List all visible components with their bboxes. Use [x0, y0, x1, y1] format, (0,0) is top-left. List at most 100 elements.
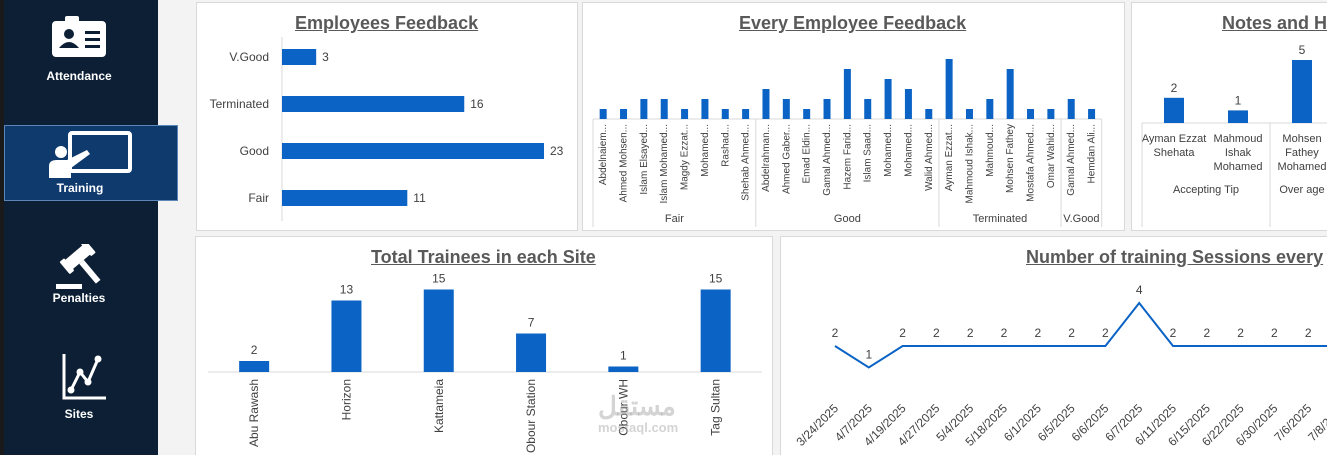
data-label: 4 [1136, 283, 1143, 297]
bar [660, 99, 668, 119]
sidebar-item-attendance[interactable]: Attendance [4, 0, 178, 83]
bar [843, 69, 851, 119]
bar [516, 333, 547, 372]
tick-label: Emad Eldin... [802, 124, 813, 183]
trainees-site-panel: Total Trainees in each Site 2 Abu Rawash 1… [195, 236, 773, 455]
bar [701, 99, 709, 119]
bar [762, 89, 770, 119]
tick-label: Abu Rawash [247, 379, 261, 447]
bar [721, 109, 729, 119]
sessions-chart: 23/24/202514/7/202524/19/202524/27/20252… [793, 283, 1327, 449]
id-card-icon [52, 16, 106, 57]
sidebar: Attendance Training Penalties [0, 0, 178, 455]
group-label: Terminated [973, 213, 1027, 225]
trainees-site-chart: 2 Abu Rawash 13 Horizon 15 Kattameia 7 Obour St… [208, 272, 762, 453]
sidebar-item-sites[interactable]: Sites [4, 350, 178, 426]
bar [1027, 109, 1035, 119]
tick-label: Mohamed... [883, 124, 894, 177]
bar [331, 300, 362, 372]
tick-label: Obour Station [524, 379, 538, 453]
bar [884, 79, 892, 119]
tick-label: Mahmoud [1214, 133, 1263, 145]
notes-panel: Notes and Ho 2 Ayman Ezzat Shehata 1 Mahmoud… [1131, 2, 1327, 231]
bar [282, 49, 317, 65]
sidebar-item-label: Penalties [52, 291, 106, 305]
tick-label: Ayman Ezzat [1142, 133, 1207, 145]
data-label: 13 [340, 283, 354, 297]
data-label: 2 [1237, 326, 1244, 340]
sidebar-item-label: Training [56, 181, 104, 195]
watermark: مستقل mostaql.com [598, 392, 678, 435]
watermark-latin: mostaql.com [598, 420, 679, 435]
bar [282, 96, 465, 112]
data-label: 2 [1271, 326, 1278, 340]
group-label: Good [834, 213, 861, 225]
chart-title: Number of training Sessions every [1026, 247, 1324, 267]
data-label: 2 [1001, 326, 1008, 340]
data-label: 2 [1068, 326, 1075, 340]
tick-label: Mohamed... [700, 124, 711, 177]
tick-label: Mostafa Ahmed... [1026, 124, 1037, 202]
tick-label: Rashad... [720, 124, 731, 167]
data-label: 5 [1299, 43, 1306, 57]
bar [904, 89, 912, 119]
bar [239, 361, 270, 372]
tick-label: Kattameia [432, 379, 446, 433]
tick-label: Mohamed... [903, 124, 914, 177]
tick-label: Mahmoud... [985, 124, 996, 177]
tick-label: Ahmed Mohsen... [619, 124, 630, 202]
bar [620, 109, 628, 119]
gavel-icon [56, 244, 101, 289]
bar [925, 109, 933, 119]
tick-label: Gamal Ahmed... [822, 124, 833, 196]
tick-label: Abdelrahman... [761, 124, 772, 192]
tick-label: Good [240, 144, 269, 158]
tick-label: Islam Mohamed... [659, 124, 670, 203]
sheet-gridstrip [0, 0, 4, 455]
bar [282, 143, 544, 159]
bar [1067, 99, 1075, 119]
bar [1228, 110, 1248, 123]
bar [1164, 97, 1184, 123]
data-label: 23 [550, 144, 564, 158]
data-label: 16 [470, 97, 484, 111]
group-label: Fair [665, 213, 684, 225]
tick-label: Islam Saad... [863, 124, 874, 182]
sidebar-item-label: Sites [64, 407, 94, 421]
tick-label: Shehata [1154, 147, 1196, 159]
bar [282, 190, 408, 206]
sidebar-item-label: Attendance [46, 69, 112, 83]
tick-label: Ayman Ezzat... [944, 124, 955, 191]
tick-label: Abdelnaiem... [598, 124, 609, 185]
bar [823, 99, 831, 119]
bar [1292, 60, 1312, 123]
tick-label: Omar Wahid... [1046, 124, 1057, 188]
employees-feedback-chart: V.Good 3 Terminated 16 Good 23 Fair 11 [210, 37, 564, 221]
bar [1047, 109, 1055, 119]
tick-label: Mohamed [1214, 161, 1263, 173]
data-label: 3 [322, 50, 329, 64]
data-label: 2 [1203, 326, 1210, 340]
data-label: 15 [432, 272, 446, 286]
bar [681, 109, 689, 119]
tick-label: Terminated [210, 97, 269, 111]
data-label: 2 [1171, 81, 1178, 95]
bar [782, 99, 790, 119]
data-label: 2 [1170, 326, 1177, 340]
data-label: 1 [1235, 93, 1242, 107]
group-label: Accepting Tip [1173, 184, 1239, 196]
presentation-icon [49, 131, 132, 178]
group-label: V.Good [1063, 213, 1099, 225]
data-label: 7 [528, 316, 535, 330]
data-label: 2 [933, 326, 940, 340]
every-employee-feedback-chart: Abdelnaiem... Ahmed Mohsen... Islam Elsaye… [592, 59, 1103, 227]
sidebar-item-training[interactable]: Training [4, 125, 178, 201]
data-label: 2 [1102, 326, 1109, 340]
data-label: 11 [413, 191, 426, 205]
group-label: Over age [1279, 184, 1324, 196]
tick-label: Mohsen Fathey [1005, 124, 1016, 193]
sidebar-item-penalties[interactable]: Penalties [4, 236, 178, 312]
bar [945, 59, 953, 119]
bar [1006, 69, 1014, 119]
